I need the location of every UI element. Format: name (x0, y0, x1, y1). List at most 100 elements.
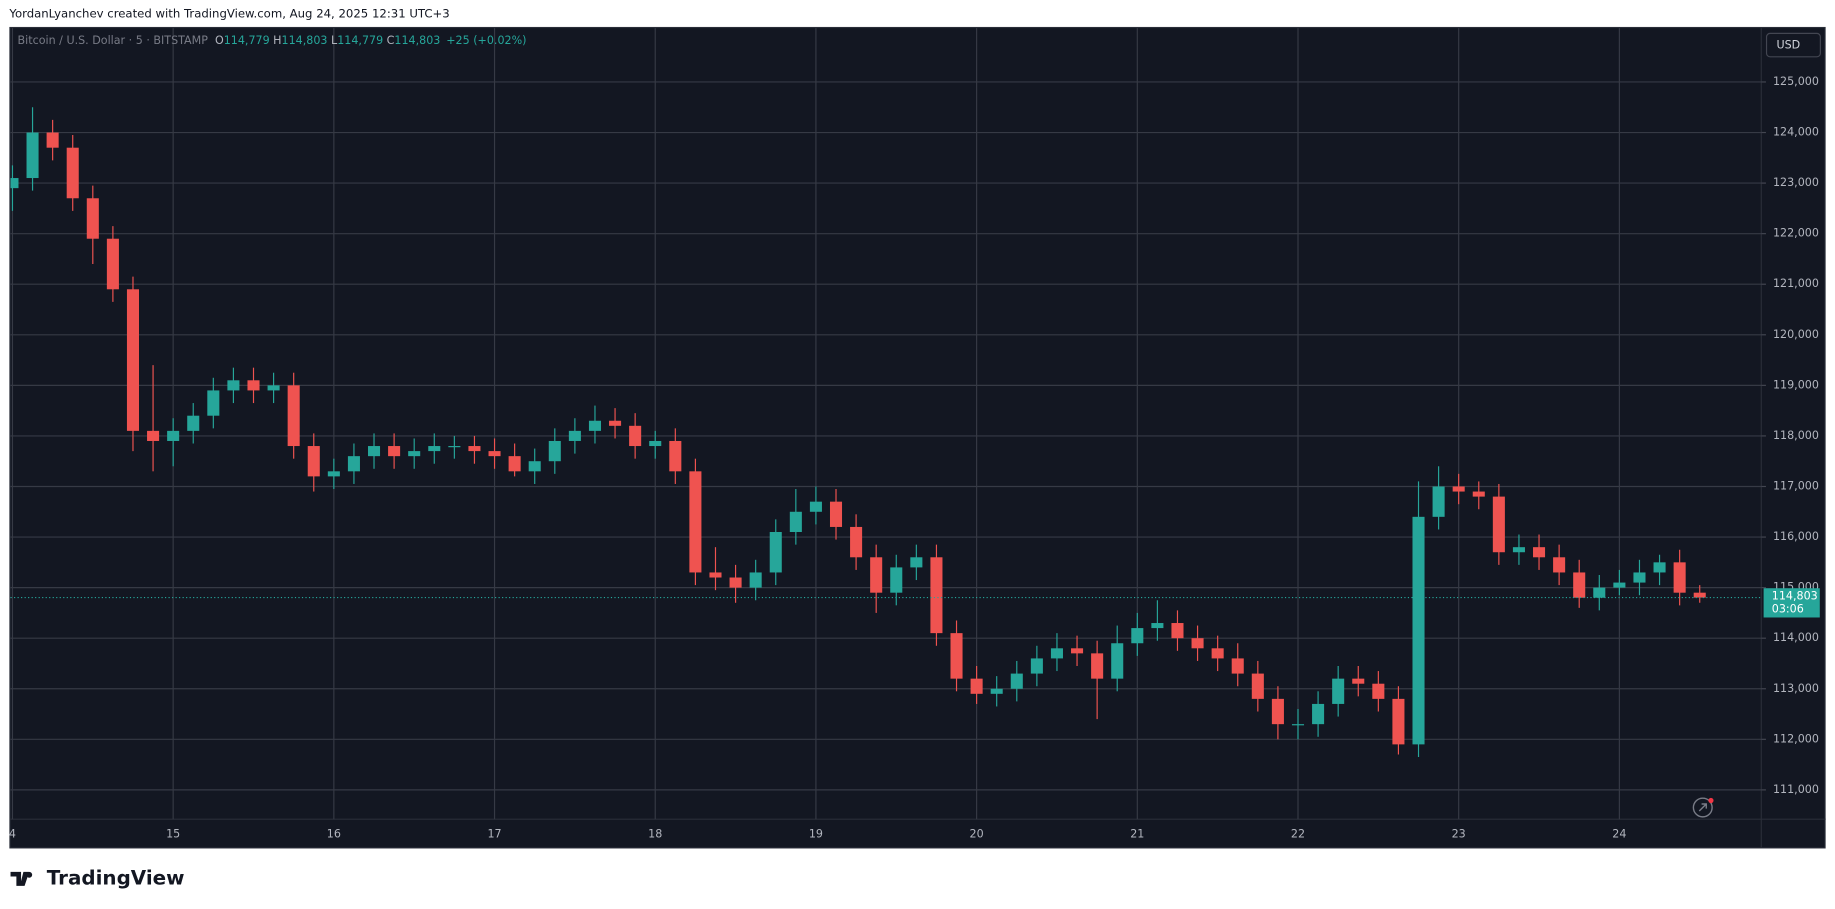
candle-body (307, 446, 320, 477)
candle-body (1030, 658, 1043, 674)
brand: TradingView (47, 866, 185, 889)
candle-body (327, 471, 340, 477)
candle-body (528, 461, 541, 472)
change: +25 (+0.02%) (446, 34, 526, 47)
candle-body (86, 198, 99, 239)
candle-body (1191, 638, 1204, 649)
candle-body (1332, 678, 1345, 704)
candle-body (1271, 698, 1284, 725)
candle-body (227, 380, 240, 391)
candle-body (870, 557, 883, 593)
candle-body (689, 471, 702, 573)
candle-body (829, 501, 843, 527)
y-tick-label: 117,000 (1773, 479, 1819, 492)
ohlc-value: 114,803 (282, 34, 328, 47)
candle-body (388, 446, 401, 457)
candle-body (1251, 673, 1264, 699)
candle-body (1151, 623, 1164, 629)
candle-body (970, 678, 983, 694)
candle-body (1392, 698, 1405, 745)
candle-body (1091, 653, 1104, 679)
candle-body (749, 572, 762, 588)
candle-body (850, 526, 863, 558)
candle-body (548, 440, 561, 462)
candle-body (1312, 703, 1325, 725)
candle-body (46, 132, 59, 148)
y-tick-label: 122,000 (1773, 227, 1819, 240)
candle-body (1633, 572, 1646, 583)
candle-body (1372, 683, 1385, 699)
x-tick-label: 23 (1452, 827, 1466, 840)
candle-body (1573, 572, 1586, 598)
candle-body (247, 380, 260, 391)
candle-body (1653, 562, 1666, 573)
y-tick-label: 123,000 (1773, 176, 1819, 189)
x-tick-label: 19 (809, 827, 823, 840)
y-tick-label: 124,000 (1773, 126, 1819, 139)
replay-icon[interactable] (1692, 797, 1714, 818)
candle-body (1512, 547, 1525, 553)
candle-body (1673, 562, 1686, 593)
candle-body (66, 147, 79, 199)
currency[interactable]: USD (1776, 39, 1800, 52)
candle-body (669, 440, 682, 472)
candle-body (1553, 557, 1566, 573)
candle-body (347, 456, 360, 472)
candle-body (769, 532, 782, 573)
x-tick-label: 15 (166, 827, 180, 840)
candle-body (649, 440, 662, 447)
candle-body (809, 501, 822, 512)
y-tick-label: 113,000 (1773, 682, 1819, 695)
y-tick-label: 121,000 (1773, 277, 1819, 290)
x-tick-label: 20 (970, 827, 984, 840)
candle-body (1432, 486, 1445, 517)
candle-body (1613, 582, 1626, 588)
legend: Bitcoin / U.S. Dollar · 5 · BITSTAMP O114… (18, 34, 527, 47)
symbol-title: Bitcoin / U.S. Dollar · 5 · BITSTAMP (18, 34, 209, 47)
candle-body (1171, 623, 1184, 639)
candle-body (428, 446, 441, 452)
candle-body (729, 577, 742, 588)
candle-body (106, 238, 119, 290)
candle-body (910, 557, 923, 568)
candle-body (609, 420, 622, 426)
candle-body (448, 446, 461, 448)
x-tick-label: 21 (1130, 827, 1144, 840)
brand-logo (10, 871, 33, 886)
candle-body (709, 572, 722, 578)
candle-body (468, 446, 481, 452)
candle-body (890, 567, 903, 593)
y-tick-label: 111,000 (1773, 783, 1819, 796)
candle-body (1533, 547, 1546, 558)
currency-box[interactable] (1765, 32, 1821, 58)
ohlc-value: 114,779 (224, 34, 270, 47)
candle-body (1452, 486, 1465, 492)
candle-body (1211, 648, 1224, 659)
x-tick-label: 17 (487, 827, 501, 840)
candle-body (629, 425, 642, 447)
candle-body (1412, 516, 1425, 745)
candle-body (1593, 587, 1606, 598)
y-tick-label: 119,000 (1773, 378, 1819, 391)
y-tick-label: 118,000 (1773, 429, 1819, 442)
candle-body (1050, 648, 1063, 659)
candle-body (930, 557, 943, 634)
candle-body (367, 446, 381, 457)
candle-body (147, 430, 160, 441)
candle-body (267, 385, 280, 391)
x-tick-label: 4 (9, 827, 16, 840)
ohlc-key: H (273, 34, 281, 47)
candle-body (1131, 628, 1144, 644)
candle-body (1693, 592, 1706, 598)
candle-body (1472, 491, 1485, 497)
candle-body (789, 511, 802, 533)
ohlc-value: 114,803 (394, 34, 440, 47)
ohlc-key: L (331, 34, 338, 47)
x-tick-label: 24 (1612, 827, 1626, 840)
candles (10, 107, 1706, 758)
last-price-label: 114,803 (1772, 589, 1818, 602)
chart-frame (9, 26, 1826, 849)
grid (10, 28, 1762, 820)
ohlc-key: O (215, 34, 224, 47)
